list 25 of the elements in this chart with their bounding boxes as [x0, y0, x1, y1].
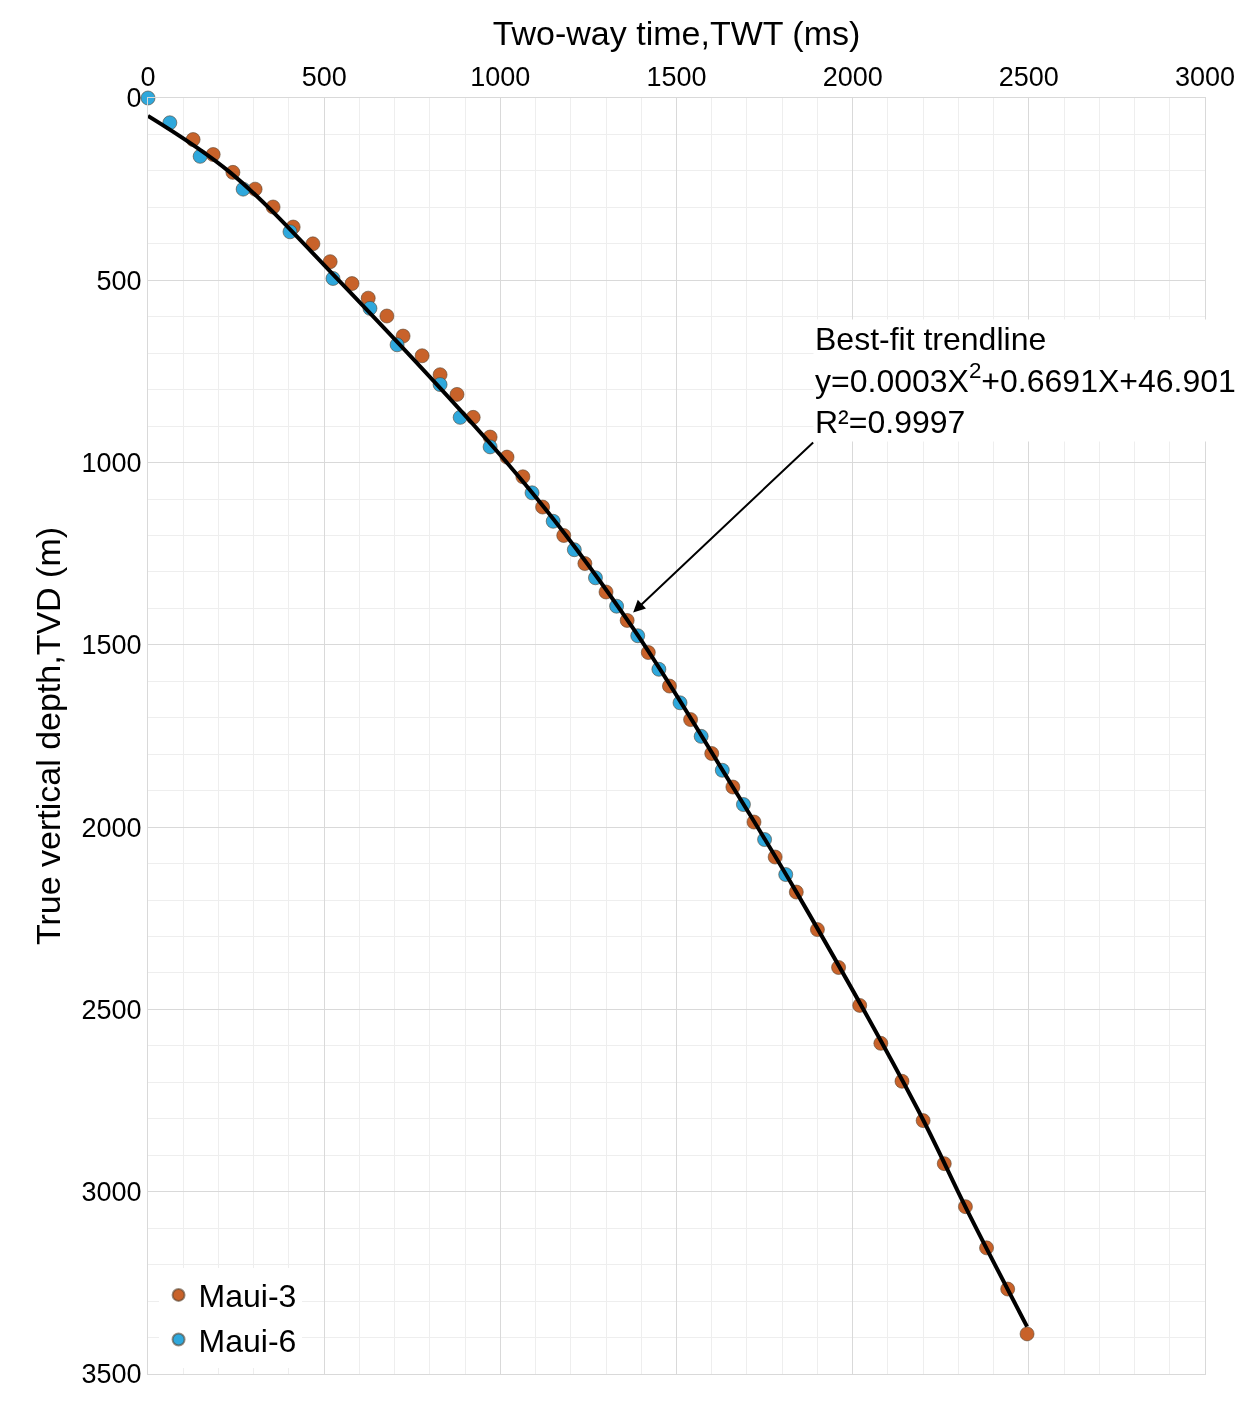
x-tick-label: 2500: [998, 62, 1059, 93]
x-tick-label: 2000: [822, 62, 883, 93]
point: [449, 386, 465, 402]
x-tick-label: 1000: [470, 62, 531, 93]
point: [379, 308, 395, 324]
y-axis-title: True vertical depth,TVD (m): [29, 526, 68, 946]
y-tick-label: 3500: [81, 1359, 142, 1390]
point: [140, 90, 156, 106]
y-tick-label: 500: [96, 265, 142, 296]
y-tick-label: 2000: [81, 812, 142, 843]
point: [1019, 1326, 1035, 1342]
y-tick-label: 2500: [81, 994, 142, 1025]
x-tick-label: 500: [301, 62, 347, 93]
y-tick-label: 1000: [81, 448, 142, 479]
x-tick-label: 1500: [646, 62, 707, 93]
x-tick-label: 3000: [1174, 62, 1236, 93]
annotation: Best-fit trendline y=0.0003X$^{2}$+0.6691X+46.901 R²=0.9997: [815, 321, 1236, 441]
point: [414, 348, 430, 364]
y-tick-label: 3000: [81, 1177, 142, 1208]
y-tick-label: 1500: [81, 630, 142, 661]
x-axis-title: Two-way time,TWT (ms): [492, 13, 861, 52]
point: [344, 276, 360, 292]
legend-label: Maui-3: [198, 1278, 297, 1315]
legend-label: Maui-6: [198, 1323, 297, 1359]
y-tick-label: 0: [126, 83, 142, 114]
